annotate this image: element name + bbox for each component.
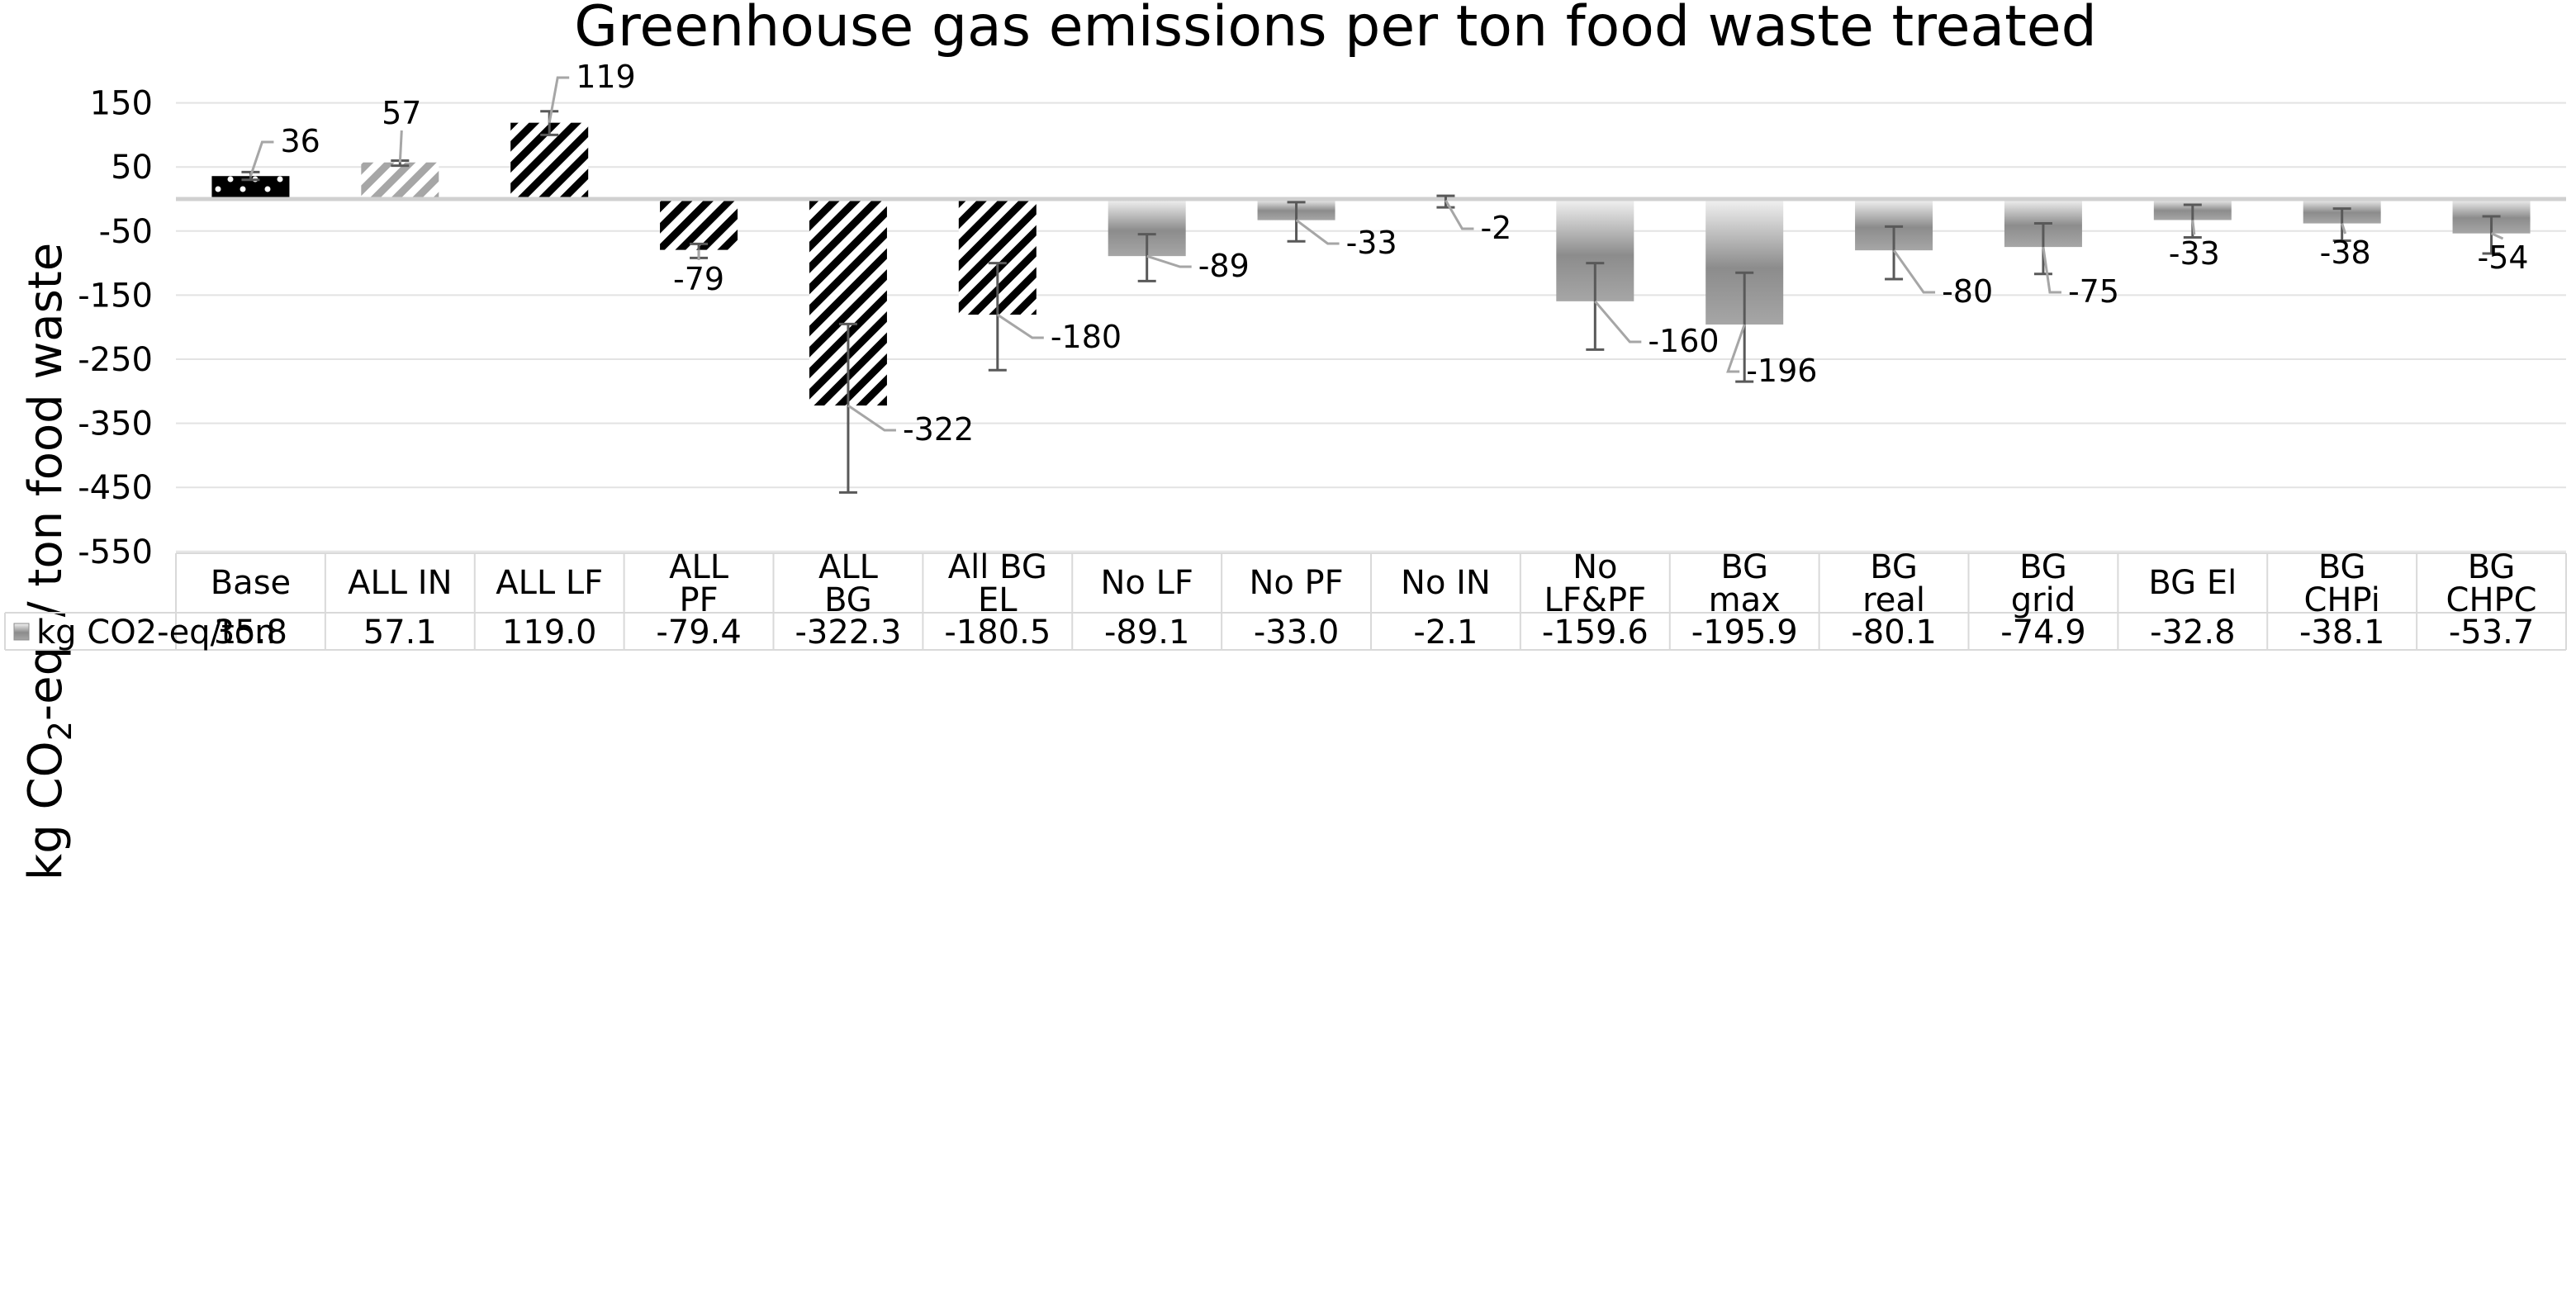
category-label: ALL BG	[818, 548, 879, 619]
y-axis-label-part: -eq / ton food waste	[19, 243, 73, 721]
label-leader	[548, 76, 570, 123]
label-leader	[398, 130, 403, 163]
y-axis-ticks: 150 50 -50 -150 -250 -350 -450 -550	[78, 85, 153, 571]
label-leader	[847, 404, 896, 432]
y-axis-label-subscript: 2	[42, 721, 78, 741]
data-label: -89	[1198, 248, 1250, 284]
category-label: ALL PF	[669, 548, 729, 619]
table-value: -79.4	[656, 614, 742, 652]
category-label: ALL IN	[348, 564, 452, 602]
label-leader	[249, 140, 274, 177]
bar	[361, 162, 439, 199]
data-label: 36	[280, 123, 320, 159]
data-table: Base 35.8 ALL IN 57.1 ALL LF 119.0 ALL PF-79.4 A…	[4, 548, 2567, 652]
category-label: No PF	[1249, 564, 1343, 602]
label-leaders	[249, 76, 2504, 432]
bars	[176, 122, 2566, 406]
y-tick-label: -550	[78, 533, 153, 571]
table-value: -53.7	[2449, 614, 2535, 652]
legend-swatch	[13, 623, 30, 641]
label-leader	[1295, 219, 1340, 245]
y-axis-label: kg CO2-eq / ton food waste	[19, 243, 78, 880]
label-leader	[1726, 324, 1746, 373]
category-label: BG CHPC	[2446, 548, 2537, 619]
table-value: -195.9	[1691, 614, 1798, 652]
label-leader	[1146, 254, 1192, 268]
label-leader	[2042, 246, 2061, 294]
table-value: 119.0	[502, 614, 597, 652]
category-label: BG El	[2148, 564, 2237, 602]
data-label: -196	[1746, 353, 1817, 389]
table-value: -2.1	[1413, 614, 1478, 652]
svg-text:kg CO2-eq / ton food waste: kg CO2-eq / ton food waste	[19, 243, 78, 880]
data-label: -322	[903, 411, 974, 448]
category-label: BG CHPi	[2304, 548, 2380, 619]
y-tick-label: 50	[111, 149, 153, 187]
data-label: -33	[2169, 235, 2220, 272]
y-tick-label: -50	[99, 213, 153, 251]
label-leader	[996, 313, 1044, 339]
y-axis-label-part: kg CO	[19, 741, 73, 880]
table-value: -38.1	[2299, 614, 2385, 652]
table-value: 57.1	[363, 614, 437, 652]
data-label: -160	[1648, 323, 1719, 359]
category-label: Base	[211, 564, 291, 602]
label-leader	[2191, 220, 2196, 235]
label-leader	[1594, 300, 1642, 344]
data-label: 57	[382, 95, 421, 131]
category-label: No IN	[1401, 564, 1491, 602]
data-label: 119	[576, 59, 636, 95]
label-leader	[1445, 199, 1474, 230]
label-leader	[2490, 232, 2504, 240]
category-label: ALL LF	[496, 564, 603, 602]
category-label: All BG EL	[948, 548, 1047, 619]
table-value: 35.8	[214, 614, 287, 652]
y-tick-label: -250	[78, 341, 153, 379]
table-value: -159.6	[1542, 614, 1649, 652]
table-value: -80.1	[1851, 614, 1937, 652]
legend-label: kg CO2-eq/ton	[36, 614, 276, 652]
data-label: -33	[1346, 225, 1397, 261]
data-label: -38	[2320, 235, 2371, 271]
category-label: BG grid	[2011, 548, 2076, 619]
data-label: -180	[1051, 319, 1122, 355]
label-leader	[2341, 223, 2347, 235]
y-tick-label: -150	[78, 277, 153, 315]
table-value: -32.8	[2150, 614, 2236, 652]
table-value: -89.1	[1104, 614, 1190, 652]
y-tick-label: 150	[90, 85, 153, 123]
data-label: -79	[673, 261, 724, 297]
table-value: -33.0	[1254, 614, 1340, 652]
category-label: BG real	[1862, 548, 1925, 619]
chart-title: Greenhouse gas emissions per ton food wa…	[574, 0, 2097, 59]
data-label: -2	[1480, 210, 1511, 246]
category-label: No LF	[1100, 564, 1193, 602]
error-bars	[241, 110, 2501, 494]
data-label: -75	[2068, 273, 2119, 310]
table-value: -74.9	[2000, 614, 2086, 652]
data-labels: 36 57 119 -79 -322 -180 -89 -33 -2 -160 -196 -80 -75…	[280, 59, 2528, 448]
table-value: -180.5	[944, 614, 1051, 652]
category-label: No LF&PF	[1544, 548, 1647, 619]
label-leader	[1892, 249, 1936, 294]
data-label: -80	[1942, 273, 1993, 310]
category-label: BG max	[1709, 548, 1781, 619]
y-tick-label: -450	[78, 469, 153, 507]
table-value: -322.3	[795, 614, 901, 652]
y-tick-label: -350	[78, 405, 153, 443]
data-label: -54	[2478, 239, 2529, 276]
bar	[660, 199, 738, 250]
